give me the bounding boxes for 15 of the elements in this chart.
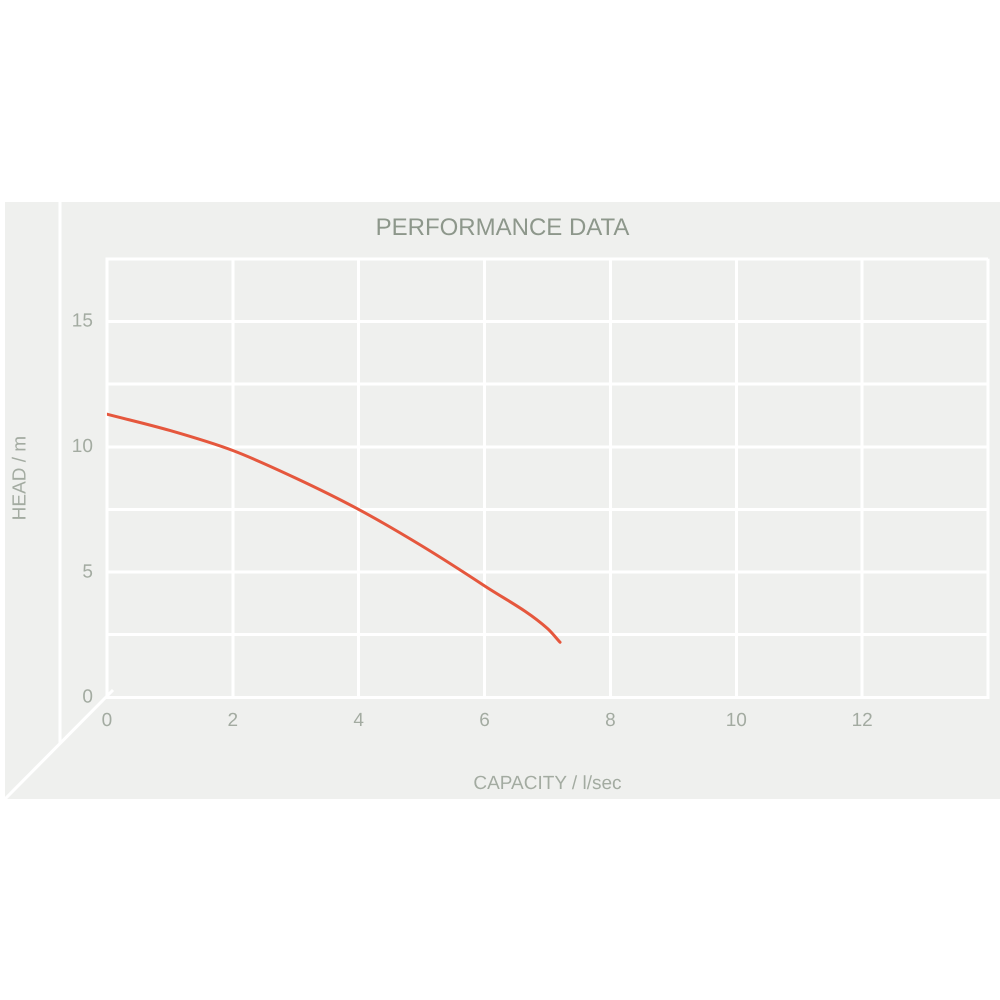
x-tick-label: 8 (605, 710, 616, 732)
x-tick-label: 6 (479, 710, 490, 732)
x-axis-title: CAPACITY / l/sec (473, 772, 622, 794)
chart-title: PERFORMANCE DATA (376, 214, 630, 242)
y-tick-label: 5 (82, 561, 93, 582)
y-tick-label: 0 (82, 686, 93, 708)
y-tick-label: 15 (72, 310, 93, 332)
line-series (106, 412, 562, 644)
y-axis-title: HEAD / m (10, 436, 31, 520)
y-tick-label: 10 (72, 436, 93, 458)
x-tick-label: 10 (726, 710, 747, 732)
x-tick-label: 12 (852, 710, 873, 732)
x-tick-label: 2 (228, 710, 238, 732)
x-tick-label: 0 (102, 710, 112, 732)
x-tick-label: 4 (353, 710, 364, 732)
